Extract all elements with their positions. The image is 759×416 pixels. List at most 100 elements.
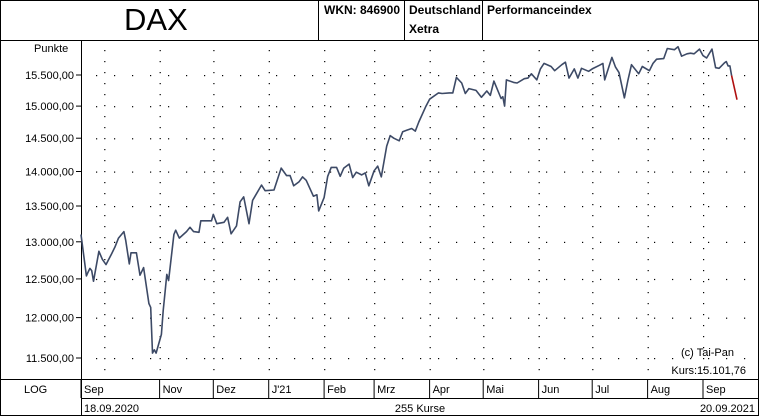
grid-dot — [213, 347, 215, 349]
grid-dot — [703, 193, 705, 195]
grid-dot — [114, 206, 116, 208]
grid-dot — [726, 317, 728, 319]
grid-dot — [528, 171, 530, 173]
grid-dot — [186, 206, 188, 208]
grid-dot — [324, 204, 326, 206]
grid-dot — [374, 336, 376, 338]
grid-dot — [312, 106, 314, 108]
grid-dot — [483, 72, 485, 74]
grid-dot — [159, 50, 161, 52]
grid-dot — [168, 106, 170, 108]
grid-dot — [374, 204, 376, 206]
grid-dot — [647, 83, 649, 85]
grid-dot — [312, 138, 314, 140]
grid-dot — [150, 138, 152, 140]
x-tick-label: Aug — [651, 384, 671, 396]
grid-dot — [374, 281, 376, 283]
grid-dot — [538, 336, 540, 338]
grid-dot — [294, 171, 296, 173]
grid-dot — [492, 358, 494, 360]
grid-dot — [159, 105, 161, 107]
grid-dot — [483, 83, 485, 85]
grid-dot — [582, 358, 584, 360]
grid-dot — [366, 206, 368, 208]
grid-dot — [483, 336, 485, 338]
grid-dot — [384, 138, 386, 140]
grid-dot — [324, 61, 326, 63]
grid-dot — [538, 215, 540, 217]
grid-dot — [420, 317, 422, 319]
grid-dot — [258, 171, 260, 173]
grid-dot — [276, 75, 278, 77]
grid-dot — [592, 336, 594, 338]
grid-dot — [159, 259, 161, 261]
grid-dot — [546, 317, 548, 319]
x-tick-label: J'21 — [272, 384, 292, 396]
grid-dot — [240, 241, 242, 243]
grid-dot — [159, 369, 161, 371]
grid-dot — [647, 281, 649, 283]
grid-dot — [384, 358, 386, 360]
grid-dot — [538, 314, 540, 316]
grid-dot — [510, 278, 512, 281]
grid-dot — [104, 105, 106, 107]
grid-dot — [268, 226, 270, 228]
grid-dot — [213, 50, 215, 52]
grid-dot — [528, 278, 530, 281]
grid-dot — [647, 94, 649, 96]
grid-dot — [703, 270, 705, 272]
grid-dot — [474, 206, 476, 208]
grid-dot — [592, 83, 594, 85]
grid-dot — [600, 241, 602, 243]
grid-dot — [647, 116, 649, 118]
last-day-segment — [730, 75, 738, 100]
grid-dot — [420, 278, 422, 281]
grid-dot — [213, 303, 215, 305]
grid-dot — [114, 106, 116, 108]
grid-dot — [708, 278, 710, 281]
grid-dot — [647, 193, 649, 195]
start-date: 18.09.2020 — [84, 403, 139, 415]
grid-dot — [213, 94, 215, 96]
grid-dot — [672, 317, 674, 319]
grid-dot — [159, 72, 161, 74]
grid-dot — [546, 241, 548, 243]
y-tick-label: 15.000,00 — [25, 101, 74, 113]
grid-dot — [268, 61, 270, 63]
grid-dot — [647, 160, 649, 162]
grid-dot — [240, 317, 242, 319]
grid-dot — [690, 358, 692, 360]
grid-dot — [690, 138, 692, 140]
grid-dot — [294, 278, 296, 281]
grid-dot — [330, 241, 332, 243]
grid-dot — [104, 94, 106, 96]
grid-dot — [186, 106, 188, 108]
grid-dot — [708, 138, 710, 140]
grid-dot — [546, 171, 548, 173]
grid-dot — [374, 160, 376, 162]
grid-dot — [429, 226, 431, 228]
grid-dot — [538, 160, 540, 162]
grid-dot — [592, 215, 594, 217]
grid-dot — [456, 317, 458, 319]
grid-dot — [268, 127, 270, 129]
grid-dot — [330, 206, 332, 208]
grid-dot — [429, 204, 431, 206]
grid-dot — [330, 171, 332, 173]
grid-dot — [492, 171, 494, 173]
grid-dot — [324, 358, 326, 360]
grid-dot — [744, 138, 746, 140]
grid-dot — [159, 347, 161, 349]
grid-dot — [647, 314, 649, 316]
grid-dot — [564, 241, 566, 243]
grid-dot — [384, 106, 386, 108]
grid-dot — [258, 138, 260, 140]
grid-dot — [324, 116, 326, 118]
grid-dot — [159, 138, 161, 140]
grid-dot — [474, 171, 476, 173]
grid-dot — [483, 226, 485, 228]
grid-dot — [744, 171, 746, 173]
grid-dot — [483, 303, 485, 305]
grid-dot — [348, 241, 350, 243]
grid-dot — [159, 248, 161, 250]
